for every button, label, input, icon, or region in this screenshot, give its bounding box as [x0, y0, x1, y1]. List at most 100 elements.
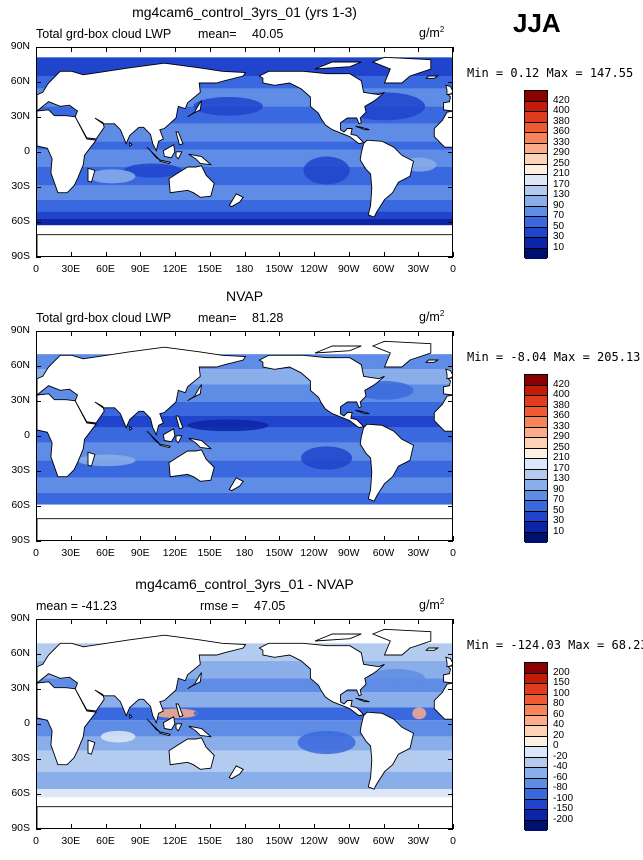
lat-tick	[448, 724, 453, 725]
lat-tick	[36, 187, 41, 188]
field-band	[37, 493, 452, 505]
lon-tick-label: 120W	[300, 547, 328, 559]
lon-tick	[70, 619, 72, 624]
lon-tick-label: 180	[235, 835, 254, 847]
colorbar-swatch	[525, 459, 547, 470]
lat-tick-label: 30S	[11, 752, 30, 764]
continent-outline	[425, 647, 440, 651]
lon-tick-label: 0	[33, 547, 39, 559]
colorbar-swatch	[525, 101, 547, 112]
lat-tick	[36, 506, 41, 507]
colorbar-label: 50	[553, 504, 565, 516]
colorbar-swatch	[525, 705, 547, 716]
colorbar-swatch	[525, 820, 547, 831]
lat-tick	[36, 794, 41, 795]
lat-tick-label: 0	[24, 717, 30, 729]
field-band	[37, 460, 452, 478]
lon-tick-label: 120E	[162, 547, 188, 559]
continent-outline	[314, 61, 362, 70]
continent-outline	[146, 430, 161, 445]
lon-tick-label: 150E	[197, 835, 223, 847]
continent-outline	[371, 56, 432, 84]
field-label: mean = -41.23	[36, 599, 117, 613]
lon-tick	[175, 824, 176, 829]
continent-outline	[37, 393, 97, 478]
colorbar-label: 20	[553, 729, 565, 741]
lon-tick	[418, 252, 420, 257]
continent-outline	[258, 70, 385, 145]
lon-tick	[140, 619, 142, 624]
lon-tick-label: 0	[450, 835, 456, 847]
lon-tick-label: 150W	[265, 263, 293, 275]
colorbar-label: 0	[553, 740, 559, 751]
colorbar-swatch	[525, 501, 547, 512]
lon-tick	[383, 824, 385, 829]
field-band	[37, 141, 452, 150]
colorbar-swatch	[525, 133, 547, 144]
lat-tick-label: 60N	[10, 75, 30, 87]
map-plot	[36, 331, 453, 541]
lon-tick	[209, 47, 211, 52]
colorbar	[524, 90, 548, 259]
units-exponent: 2	[439, 25, 445, 34]
colorbar-label: 30	[553, 515, 565, 526]
lon-tick	[105, 824, 107, 829]
lon-tick	[70, 47, 72, 52]
lon-tick-label: 60W	[372, 547, 395, 559]
colorbar-swatch	[525, 480, 547, 491]
lat-tick-label: 30N	[10, 394, 30, 406]
field-blob	[301, 446, 353, 470]
continent-outline	[359, 139, 415, 218]
colorbar-swatch	[525, 673, 547, 684]
lon-tick-label: 0	[450, 263, 456, 275]
lon-tick-label: 90W	[337, 835, 360, 847]
lon-tick	[209, 252, 211, 257]
lon-tick-label: 150E	[197, 547, 223, 559]
colorbar-swatch	[525, 185, 547, 196]
colorbar-swatch	[525, 112, 547, 123]
lon-tick	[209, 536, 211, 541]
lon-tick	[36, 536, 37, 541]
lat-tick	[36, 117, 41, 118]
colorbar-swatch	[525, 448, 547, 459]
colorbar-swatch	[525, 663, 547, 674]
lon-tick	[209, 619, 211, 624]
lon-tick	[383, 331, 385, 336]
continent-outline	[175, 723, 183, 732]
continent-outline	[258, 354, 385, 429]
field-label: Total grd-box cloud LWP	[36, 311, 172, 325]
continent-outline	[443, 665, 452, 684]
continent-outline	[314, 345, 362, 354]
field-blob	[123, 163, 182, 178]
continent-outline	[433, 110, 452, 148]
colorbar-swatch	[525, 91, 547, 102]
lon-tick	[70, 331, 72, 336]
colorbar-swatch	[525, 122, 547, 133]
continent-outline	[443, 377, 452, 396]
colorbar-label: 150	[553, 677, 570, 688]
colorbar-swatch	[525, 417, 547, 428]
field-blob	[89, 169, 136, 184]
colorbar-label: 420	[553, 94, 570, 106]
field-band	[37, 477, 452, 493]
colorbar-swatch	[525, 396, 547, 407]
lat-tick	[36, 471, 41, 472]
lon-tick	[453, 47, 454, 52]
continent-outline	[228, 477, 244, 492]
field-band	[37, 218, 452, 226]
lon-tick	[348, 619, 350, 624]
continent-outline	[87, 167, 96, 183]
lat-tick	[36, 366, 41, 367]
colorbar-swatch	[525, 154, 547, 165]
lon-tick	[70, 536, 72, 541]
lat-tick-label: 90N	[10, 324, 30, 336]
lat-tick-label: 90N	[10, 40, 30, 52]
lon-tick	[105, 536, 107, 541]
lon-tick-label: 90W	[337, 547, 360, 559]
lon-tick	[70, 252, 72, 257]
field-blob	[100, 730, 136, 743]
continent-outline	[443, 93, 452, 112]
lat-tick	[448, 689, 453, 690]
colorbar-label: 170	[553, 462, 570, 474]
lon-tick	[209, 824, 211, 829]
